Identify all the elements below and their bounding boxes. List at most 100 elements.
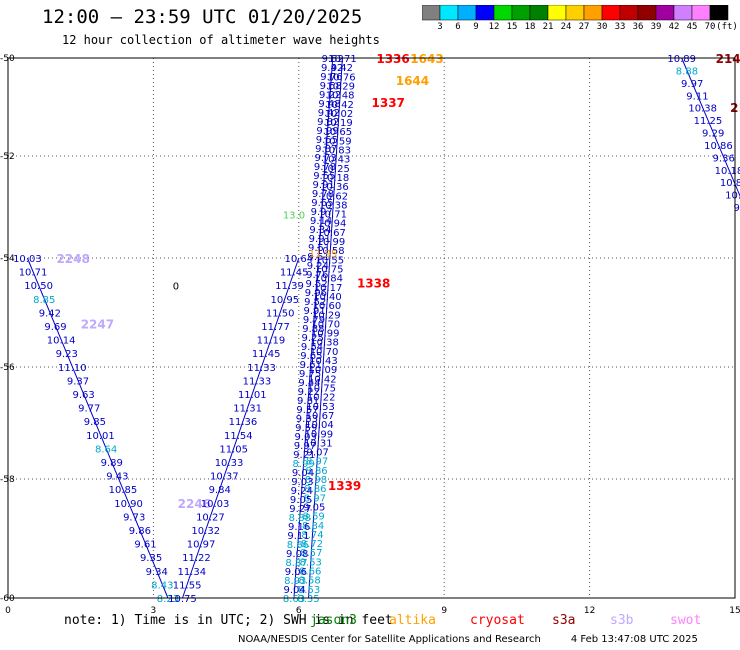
color-swatch <box>709 5 729 21</box>
pass-time-label: 1644 <box>396 74 429 88</box>
wave-height-value: 11.33 <box>247 363 276 374</box>
wave-height-value: 13.0 <box>283 211 305 222</box>
wave-height-value: 9.07 <box>307 448 329 459</box>
wave-height-value: 10.31 <box>304 438 333 449</box>
wave-height-value: 9.11 <box>686 91 708 102</box>
color-scale-tick: 36 <box>632 22 644 32</box>
wave-height-value: 10.18 <box>321 173 350 184</box>
wave-height-value: 9.63 <box>72 390 94 401</box>
wave-height-value: 9.52 <box>305 279 327 290</box>
pass-time-label: 1643 <box>410 52 443 66</box>
color-scale-tick: 70 <box>704 22 716 32</box>
wave-height-value: 9.58 <box>320 81 342 92</box>
wave-height-value: 9.42 <box>321 63 343 74</box>
wave-height-value: 9.24 <box>291 486 313 497</box>
wave-height-value: 9.59 <box>295 423 317 434</box>
satellite-track <box>182 257 300 599</box>
satellite-track <box>293 57 334 599</box>
legend-entry-altika: altika <box>389 613 436 628</box>
wave-height-value: 10.55 <box>315 255 344 266</box>
page-title: 12:00 — 23:59 UTC 01/20/2025 <box>42 6 363 28</box>
wave-height-value: 9.78 <box>312 189 334 200</box>
wave-height-value: 9.06 <box>285 567 307 578</box>
wave-height-value: 8.98 <box>305 475 327 486</box>
wave-height-value: 10.75 <box>315 265 344 276</box>
wave-height-value: 9.99 <box>316 126 338 137</box>
x-tick-label: 9 <box>441 606 447 616</box>
y-tick-label: -56 <box>0 363 15 373</box>
pass-time-label: 2247 <box>81 317 114 331</box>
wave-height-value: 10.86 <box>704 141 733 152</box>
wave-height-value: 9.42 <box>318 108 340 119</box>
wave-height-value: 10.70 <box>311 319 340 330</box>
wave-height-value: 9.76 <box>320 72 342 83</box>
wave-height-value: 9.73 <box>314 153 336 164</box>
wave-height-value: 8.86 <box>304 484 326 495</box>
wave-height-value: 11.33 <box>243 376 272 387</box>
wave-height-value: 10.89 <box>720 178 740 189</box>
wave-height-value: 8.85 <box>33 295 55 306</box>
wave-height-value: 9.79 <box>303 315 325 326</box>
wave-height-value: 11.25 <box>694 116 723 127</box>
wave-height-value: 10.67 <box>306 411 335 422</box>
footer-org: NOAA/NESDIS Center for Satellite Applica… <box>238 634 541 645</box>
wave-height-value: 10.85 <box>109 485 138 496</box>
wave-height-value: 8.35 <box>297 594 319 605</box>
pass-time-label: 1339 <box>328 479 361 493</box>
wave-height-value: 9.44 <box>298 378 320 389</box>
color-scale-tick: 21 <box>542 22 554 32</box>
wave-height-value: 10.42 <box>325 100 354 111</box>
wave-height-value: 10.75 <box>307 383 336 394</box>
wave-height-value: 8.88 <box>676 66 698 77</box>
wave-height-value: 9.82 <box>317 117 339 128</box>
wave-height-value: 10.48 <box>326 91 355 102</box>
wave-height-value: 10.67 <box>317 228 346 239</box>
wave-height-value: 9.03 <box>291 477 313 488</box>
pass-time-label: 1336 <box>376 52 409 66</box>
map-marker: 0 <box>173 281 179 292</box>
wave-height-value: 10.94 <box>318 219 347 230</box>
color-scale-tick: 9 <box>473 22 479 32</box>
wave-height-value: 10.43 <box>322 155 351 166</box>
wave-height-value: 9.88 <box>302 324 324 335</box>
wave-height-value: 8.74 <box>301 530 323 541</box>
wave-height-value: 10.27 <box>196 512 225 523</box>
footnote: note: 1) Time is in UTC; 2) SWH is in fe… <box>64 613 393 628</box>
y-tick-label: -54 <box>0 254 15 264</box>
wave-height-value: 10.60 <box>313 301 342 312</box>
wave-height-value: 10.65 <box>323 127 352 138</box>
wave-height-value: 9.05 <box>290 495 312 506</box>
color-scale-tick: 18 <box>524 22 536 32</box>
y-tick-label: -60 <box>0 594 15 604</box>
wave-height-value: 9.69 <box>44 322 66 333</box>
wave-height-value: 10.58 <box>316 246 345 257</box>
pass-time-label: 1338 <box>357 277 390 291</box>
color-scale-tick: 30 <box>596 22 608 32</box>
wave-height-value: 10.29 <box>312 310 341 321</box>
wave-height-value: 11.10 <box>58 363 87 374</box>
wave-height-value: 9.36 <box>713 153 735 164</box>
legend-entry-cryosat: cryosat <box>470 613 525 628</box>
wave-height-value: 8.43 <box>151 580 173 591</box>
wave-height-value: 10.71 <box>318 210 347 221</box>
satellite-track <box>681 57 740 198</box>
wave-height-value: 11.01 <box>238 390 267 401</box>
color-scale-bar <box>422 5 729 21</box>
wave-height-value: 10.83 <box>322 146 351 157</box>
wave-height-value: 10.38 <box>688 104 717 115</box>
wave-height-value: 9.90 <box>734 203 740 214</box>
wave-height-value: 11.31 <box>233 404 262 415</box>
footer-timestamp: 4 Feb 13:47:08 UTC 2025 <box>570 634 698 645</box>
wave-height-value: 10.25 <box>321 164 350 175</box>
wave-height-value: 8.23 <box>157 594 179 605</box>
wave-height-value: 10.71 <box>328 54 357 65</box>
legend-entry-swot: swot <box>670 613 702 628</box>
wave-height-value: 9.75 <box>299 369 321 380</box>
wave-height-value: 9.29 <box>702 129 724 140</box>
wave-height-value: 9.27 <box>289 504 311 515</box>
wave-height-value: 8.58 <box>299 576 321 587</box>
wave-height-value: 10.75 <box>168 594 197 605</box>
wave-height-value: 9.25 <box>302 333 324 344</box>
wave-height-value: 9.55 <box>316 135 338 146</box>
